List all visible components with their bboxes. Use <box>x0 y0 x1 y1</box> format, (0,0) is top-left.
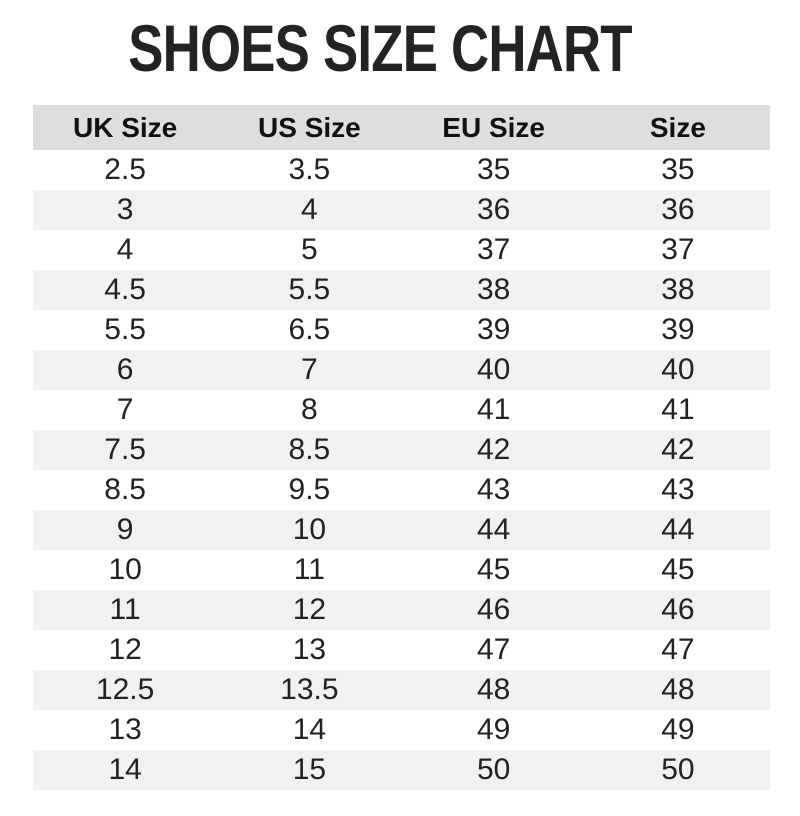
eu-size-cell: 47 <box>476 633 511 666</box>
table-row: 14 15 50 50 <box>33 750 770 790</box>
us-size-cell: 12 <box>292 593 327 626</box>
uk-size-cell: 13 <box>108 713 142 746</box>
us-size-cell: 13.5 <box>280 673 339 706</box>
us-size-cell: 8.5 <box>288 433 331 466</box>
page-title: SHOES SIZE CHART <box>128 11 632 85</box>
size-cell: 39 <box>661 313 695 346</box>
size-cell: 48 <box>661 673 695 706</box>
table-row: 2.5 3.5 35 35 <box>33 150 770 190</box>
us-size-cell: 13 <box>292 633 327 666</box>
uk-size-cell: 14 <box>108 753 142 786</box>
eu-size-cell: 46 <box>476 593 511 626</box>
size-cell: 42 <box>661 433 695 466</box>
size-cell: 45 <box>661 553 695 586</box>
table-row: 4.5 5.5 38 38 <box>33 270 770 310</box>
size-cell: 41 <box>661 393 695 426</box>
table-row: 12.5 13.5 48 48 <box>33 670 770 710</box>
uk-size-cell: 9 <box>116 513 134 546</box>
table-row: 6 7 40 40 <box>33 350 770 390</box>
eu-size-cell: 48 <box>476 673 511 706</box>
uk-size-cell: 12.5 <box>95 673 155 706</box>
size-cell: 47 <box>661 633 695 666</box>
size-cell: 35 <box>661 153 695 186</box>
table-row: 5.5 6.5 39 39 <box>33 310 770 350</box>
us-size-cell: 10 <box>292 513 327 546</box>
table-row: 11 12 46 46 <box>33 590 770 630</box>
eu-size-cell: 50 <box>476 753 511 786</box>
us-size-cell: 8 <box>301 393 318 426</box>
uk-size-cell: 3 <box>116 193 134 226</box>
column-header-us-size: US Size <box>217 105 402 150</box>
us-size-cell: 9.5 <box>288 473 331 506</box>
eu-size-cell: 41 <box>476 393 511 426</box>
us-size-cell: 6.5 <box>288 313 331 346</box>
size-cell: 44 <box>661 513 695 546</box>
table-row: 4 5 37 37 <box>33 230 770 270</box>
eu-size-cell: 43 <box>476 473 511 506</box>
table-row: 13 14 49 49 <box>33 710 770 750</box>
us-size-cell: 7 <box>301 353 318 386</box>
size-table: UK Size US Size EU Size Size 2.5 3.5 35 … <box>33 105 770 790</box>
uk-size-cell: 4 <box>116 233 134 266</box>
eu-size-cell: 45 <box>476 553 511 586</box>
uk-size-cell: 12 <box>108 633 142 666</box>
size-cell: 36 <box>661 193 695 226</box>
column-header-size: Size <box>585 105 770 150</box>
size-table-body: 2.5 3.5 35 35 3 4 36 36 4 5 37 37 4.5 5.… <box>33 150 770 790</box>
size-cell: 38 <box>661 273 695 306</box>
eu-size-cell: 39 <box>476 313 511 346</box>
size-cell: 46 <box>661 593 695 626</box>
us-size-cell: 14 <box>292 713 327 746</box>
eu-size-cell: 36 <box>476 193 511 226</box>
table-row: 8.5 9.5 43 43 <box>33 470 770 510</box>
table-row: 10 11 45 45 <box>33 550 770 590</box>
uk-size-cell: 10 <box>108 553 142 586</box>
uk-size-cell: 11 <box>109 593 141 626</box>
eu-size-cell: 44 <box>476 513 511 546</box>
uk-size-cell: 4.5 <box>104 273 146 306</box>
uk-size-cell: 7.5 <box>104 433 146 466</box>
us-size-cell: 5 <box>301 233 318 266</box>
uk-size-cell: 7 <box>116 393 134 426</box>
eu-size-cell: 37 <box>476 233 511 266</box>
us-size-cell: 3.5 <box>288 153 331 186</box>
size-table-header: UK Size US Size EU Size Size <box>33 105 770 150</box>
uk-size-cell: 8.5 <box>104 473 146 506</box>
table-row: 7.5 8.5 42 42 <box>33 430 770 470</box>
table-row: 3 4 36 36 <box>33 190 770 230</box>
table-row: 7 8 41 41 <box>33 390 770 430</box>
size-cell: 43 <box>661 473 695 506</box>
column-header-uk-size: UK Size <box>33 105 218 150</box>
us-size-cell: 5.5 <box>288 273 331 306</box>
uk-size-cell: 6 <box>116 353 134 386</box>
size-cell: 49 <box>661 713 695 746</box>
us-size-cell: 15 <box>292 753 327 786</box>
us-size-cell: 11 <box>293 553 325 586</box>
uk-size-cell: 5.5 <box>104 313 146 346</box>
size-cell: 40 <box>661 353 695 386</box>
eu-size-cell: 35 <box>476 153 511 186</box>
eu-size-cell: 40 <box>476 353 511 386</box>
eu-size-cell: 42 <box>476 433 511 466</box>
column-header-eu-size: EU Size <box>401 105 586 150</box>
header-row: UK Size US Size EU Size Size <box>33 105 770 150</box>
table-row: 9 10 44 44 <box>33 510 770 550</box>
size-cell: 37 <box>661 233 695 266</box>
table-row: 12 13 47 47 <box>33 630 770 670</box>
us-size-cell: 4 <box>301 193 318 226</box>
size-cell: 50 <box>661 753 695 786</box>
uk-size-cell: 2.5 <box>104 153 146 186</box>
eu-size-cell: 38 <box>476 273 511 306</box>
eu-size-cell: 49 <box>476 713 511 746</box>
